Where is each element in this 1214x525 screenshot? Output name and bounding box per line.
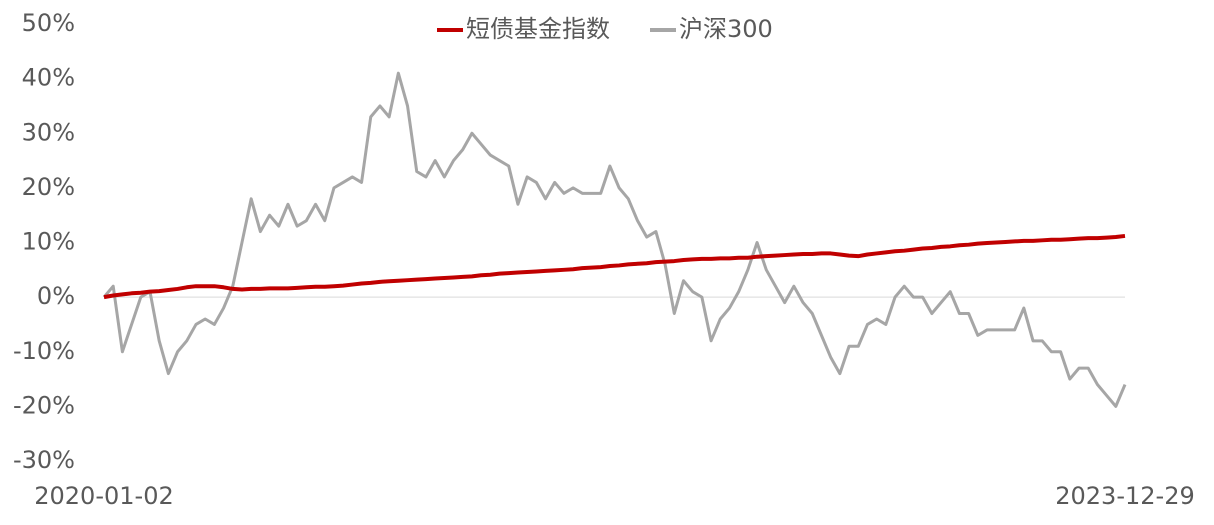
x-tick-label: 2020-01-02	[34, 482, 173, 510]
legend-label: 短债基金指数	[466, 15, 610, 43]
y-tick-label: 10%	[22, 228, 75, 256]
legend-label: 沪深300	[679, 15, 773, 43]
y-tick-label: 20%	[22, 173, 75, 201]
y-tick-label: -10%	[13, 337, 75, 365]
y-tick-label: 40%	[22, 64, 75, 92]
y-tick-label: 0%	[37, 282, 75, 310]
x-tick-label: 2023-12-29	[1055, 482, 1194, 510]
y-tick-label: -20%	[13, 391, 75, 419]
series-line	[102, 71, 1127, 408]
y-tick-label: -30%	[13, 446, 75, 474]
y-tick-label: 50%	[22, 9, 75, 37]
series-line	[103, 233, 1126, 300]
y-tick-label: 30%	[22, 118, 75, 146]
